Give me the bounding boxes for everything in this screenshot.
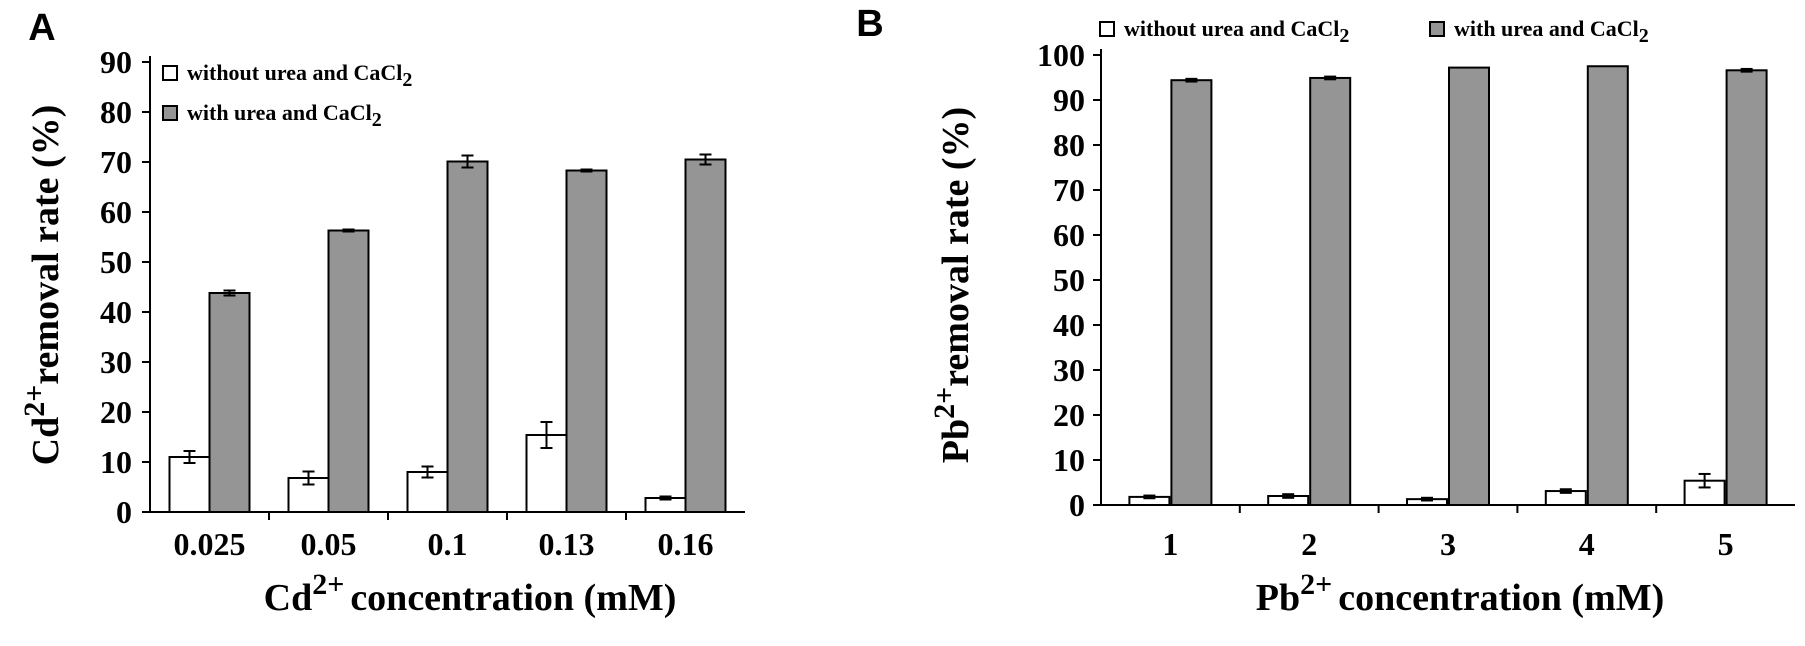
x-tick-label: 4 bbox=[1579, 526, 1595, 562]
y-tick-label: 90 bbox=[100, 44, 132, 80]
x-tick-label: 0.05 bbox=[301, 526, 357, 562]
panel-letter: B bbox=[856, 3, 883, 45]
bar-with-0.13 bbox=[565, 169, 608, 513]
y-tick-label: 90 bbox=[1053, 82, 1085, 118]
y-tick-label: 50 bbox=[100, 244, 132, 280]
bar-with-5 bbox=[1725, 69, 1768, 507]
legend-label-without: without urea and CaCl2 bbox=[187, 60, 412, 91]
x-axis-title: Cd2+ concentration (mM) bbox=[264, 568, 677, 619]
chart-panel-A: A 0 10 20 30 40 50 60 70 80 90 0.025 0.05 0.1 0.13 0.16… bbox=[18, 7, 745, 619]
y-tick-label: 60 bbox=[1053, 217, 1085, 253]
x-axis-title: Pb2+ concentration (mM) bbox=[1256, 568, 1665, 619]
y-tick-label: 20 bbox=[1053, 397, 1085, 433]
legend-label-without: without urea and CaCl2 bbox=[1124, 16, 1349, 47]
y-tick-label: 30 bbox=[100, 344, 132, 380]
y-tick-label: 40 bbox=[100, 294, 132, 330]
y-tick-label: 20 bbox=[100, 394, 132, 430]
y-tick-label: 10 bbox=[100, 444, 132, 480]
bar-with-0.1 bbox=[446, 160, 489, 513]
bar-without-0.025 bbox=[168, 456, 211, 513]
y-axis-title: Cd2+removal rate (%) bbox=[18, 105, 67, 466]
legend-label-with: with urea and CaCl2 bbox=[187, 100, 382, 131]
y-tick-label: 70 bbox=[100, 144, 132, 180]
y-tick-label: 40 bbox=[1053, 307, 1085, 343]
y-tick-label: 30 bbox=[1053, 352, 1085, 388]
legend-swatch-with bbox=[1429, 21, 1445, 37]
bar-with-0.16 bbox=[684, 158, 727, 513]
y-tick-label: 80 bbox=[1053, 127, 1085, 163]
bar-with-3 bbox=[1448, 66, 1490, 506]
y-tick-label: 70 bbox=[1053, 172, 1085, 208]
x-tick-label: 0.025 bbox=[174, 526, 246, 562]
x-tick-label: 5 bbox=[1718, 526, 1734, 562]
x-tick-label: 3 bbox=[1440, 526, 1456, 562]
bar-with-2 bbox=[1309, 76, 1352, 506]
panel-letter: A bbox=[28, 7, 55, 49]
legend-swatch-without bbox=[1099, 21, 1115, 37]
bar-with-0.05 bbox=[327, 229, 370, 513]
y-tick-label: 50 bbox=[1053, 262, 1085, 298]
chart-panel-B: B 0 10 20 30 40 50 60 70 80 90 100 1 2 3 4 5 Pb2+removal … bbox=[856, 3, 1795, 619]
legend-swatch-without bbox=[162, 65, 178, 81]
x-tick-label: 0.16 bbox=[658, 526, 714, 562]
y-tick-label: 80 bbox=[100, 94, 132, 130]
y-tick-label: 60 bbox=[100, 194, 132, 230]
bar-with-4 bbox=[1586, 65, 1629, 506]
x-tick-label: 0.13 bbox=[539, 526, 595, 562]
legend-swatch-with bbox=[162, 105, 178, 121]
bar-with-0.025 bbox=[208, 292, 251, 513]
x-tick-label: 0.1 bbox=[428, 526, 468, 562]
y-tick-label: 100 bbox=[1037, 37, 1085, 73]
y-tick-label: 0 bbox=[1069, 487, 1085, 523]
y-tick-label: 0 bbox=[116, 494, 132, 530]
legend-label-with: with urea and CaCl2 bbox=[1454, 16, 1649, 47]
bar-without-0.1 bbox=[406, 471, 449, 513]
x-tick-label: 2 bbox=[1301, 526, 1317, 562]
y-axis-title: Pb2+removal rate (%) bbox=[928, 107, 977, 463]
bar-with-1 bbox=[1170, 79, 1213, 506]
y-tick-label: 10 bbox=[1053, 442, 1085, 478]
x-tick-label: 1 bbox=[1162, 526, 1178, 562]
